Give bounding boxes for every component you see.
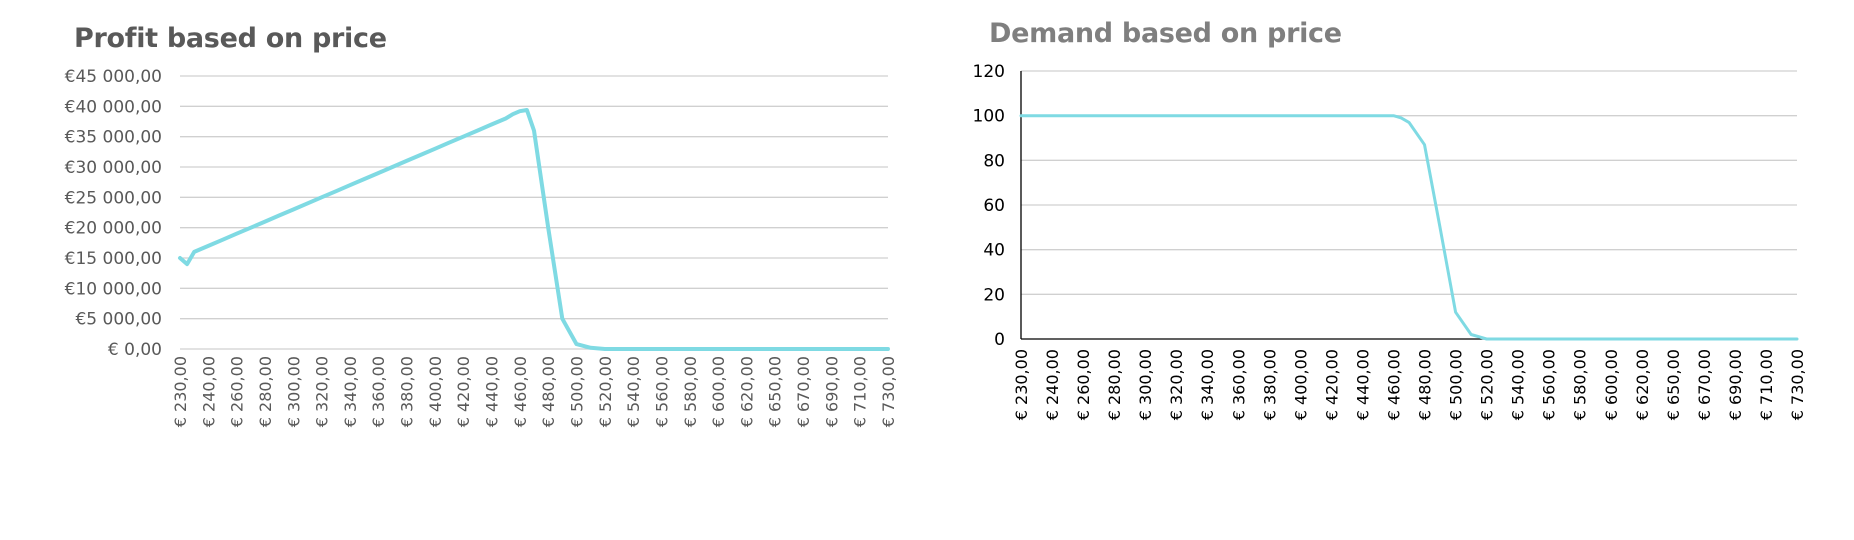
y-tick-label: €25 000,00	[65, 188, 162, 208]
y-tick-label: €5 000,00	[75, 310, 162, 330]
x-tick-label: € 540,00	[1509, 349, 1528, 420]
x-tick-label: € 560,00	[1540, 349, 1559, 420]
x-tick-label: € 620,00	[737, 356, 756, 427]
x-tick-label: € 560,00	[652, 356, 671, 427]
y-tick-label: €45 000,00	[65, 67, 162, 87]
series-line	[1019, 114, 1799, 341]
y-tick-label: 60	[983, 196, 1005, 216]
x-tick-label: € 670,00	[1695, 349, 1714, 420]
x-tick-label: € 500,00	[567, 356, 586, 427]
x-tick-label: € 710,00	[851, 356, 870, 427]
x-tick-label: € 540,00	[624, 356, 643, 427]
y-tick-label: €35 000,00	[65, 128, 162, 148]
x-tick-label: € 420,00	[454, 356, 473, 427]
x-tick-label: € 360,00	[369, 356, 388, 427]
x-tick-label: € 260,00	[228, 356, 247, 427]
x-tick-label: € 520,00	[1478, 349, 1497, 420]
x-tick-label: € 500,00	[1447, 349, 1466, 420]
x-tick-label: € 380,00	[398, 356, 417, 427]
x-tick-label: € 580,00	[1571, 349, 1590, 420]
y-tick-label: €20 000,00	[65, 219, 162, 239]
x-tick-label: € 690,00	[1726, 349, 1745, 420]
y-tick-label: € 0,00	[108, 340, 162, 360]
x-tick-label: € 280,00	[1105, 349, 1124, 420]
y-tick-label: €15 000,00	[65, 249, 162, 269]
x-tick-label: € 580,00	[681, 356, 700, 427]
x-tick-label: € 480,00	[1416, 349, 1435, 420]
x-tick-label: € 650,00	[766, 356, 785, 427]
demand-chart-title: Demand based on price	[989, 18, 1342, 49]
x-tick-label: € 280,00	[256, 356, 275, 427]
x-tick-label: € 240,00	[199, 356, 218, 427]
x-tick-label: € 300,00	[284, 356, 303, 427]
x-tick-label: € 400,00	[1291, 349, 1310, 420]
x-tick-label: € 230,00	[1012, 349, 1031, 420]
y-tick-label: 120	[973, 62, 1005, 82]
x-tick-label: € 440,00	[483, 356, 502, 427]
x-tick-label: € 460,00	[511, 356, 530, 427]
x-tick-label: € 400,00	[426, 356, 445, 427]
profit-chart-title: Profit based on price	[74, 23, 387, 54]
x-tick-label: € 440,00	[1353, 349, 1372, 420]
y-tick-label: 80	[983, 151, 1005, 171]
y-tick-label: 0	[994, 330, 1005, 350]
x-tick-label: € 650,00	[1664, 349, 1683, 420]
x-tick-label: € 670,00	[794, 356, 813, 427]
x-tick-label: € 300,00	[1136, 349, 1155, 420]
y-tick-label: 20	[983, 285, 1005, 305]
x-tick-label: € 320,00	[1167, 349, 1186, 420]
x-tick-label: € 730,00	[1788, 349, 1807, 420]
x-tick-label: € 340,00	[341, 356, 360, 427]
x-tick-label: € 600,00	[1602, 349, 1621, 420]
x-tick-label: € 320,00	[313, 356, 332, 427]
x-tick-label: € 420,00	[1322, 349, 1341, 420]
x-tick-label: € 520,00	[596, 356, 615, 427]
x-tick-label: € 710,00	[1757, 349, 1776, 420]
x-tick-label: € 240,00	[1043, 349, 1062, 420]
x-tick-label: € 480,00	[539, 356, 558, 427]
y-tick-label: 100	[973, 107, 1005, 127]
x-tick-label: € 730,00	[879, 356, 898, 427]
y-tick-label: €40 000,00	[65, 97, 162, 117]
x-tick-label: € 600,00	[709, 356, 728, 427]
x-tick-label: € 230,00	[171, 356, 190, 427]
x-tick-label: € 460,00	[1384, 349, 1403, 420]
x-tick-label: € 620,00	[1633, 349, 1652, 420]
x-tick-label: € 690,00	[822, 356, 841, 427]
profit-chart: € 0,00 €5 000,00 €10 000,00 €15 000,00 €20 0…	[65, 67, 898, 427]
x-tick-label: € 260,00	[1074, 349, 1093, 420]
x-tick-label: € 340,00	[1198, 349, 1217, 420]
x-tick-label: € 360,00	[1229, 349, 1248, 420]
y-tick-label: 40	[983, 241, 1005, 261]
x-tick-label: € 380,00	[1260, 349, 1279, 420]
y-tick-label: €10 000,00	[65, 279, 162, 299]
y-tick-label: €30 000,00	[65, 158, 162, 178]
